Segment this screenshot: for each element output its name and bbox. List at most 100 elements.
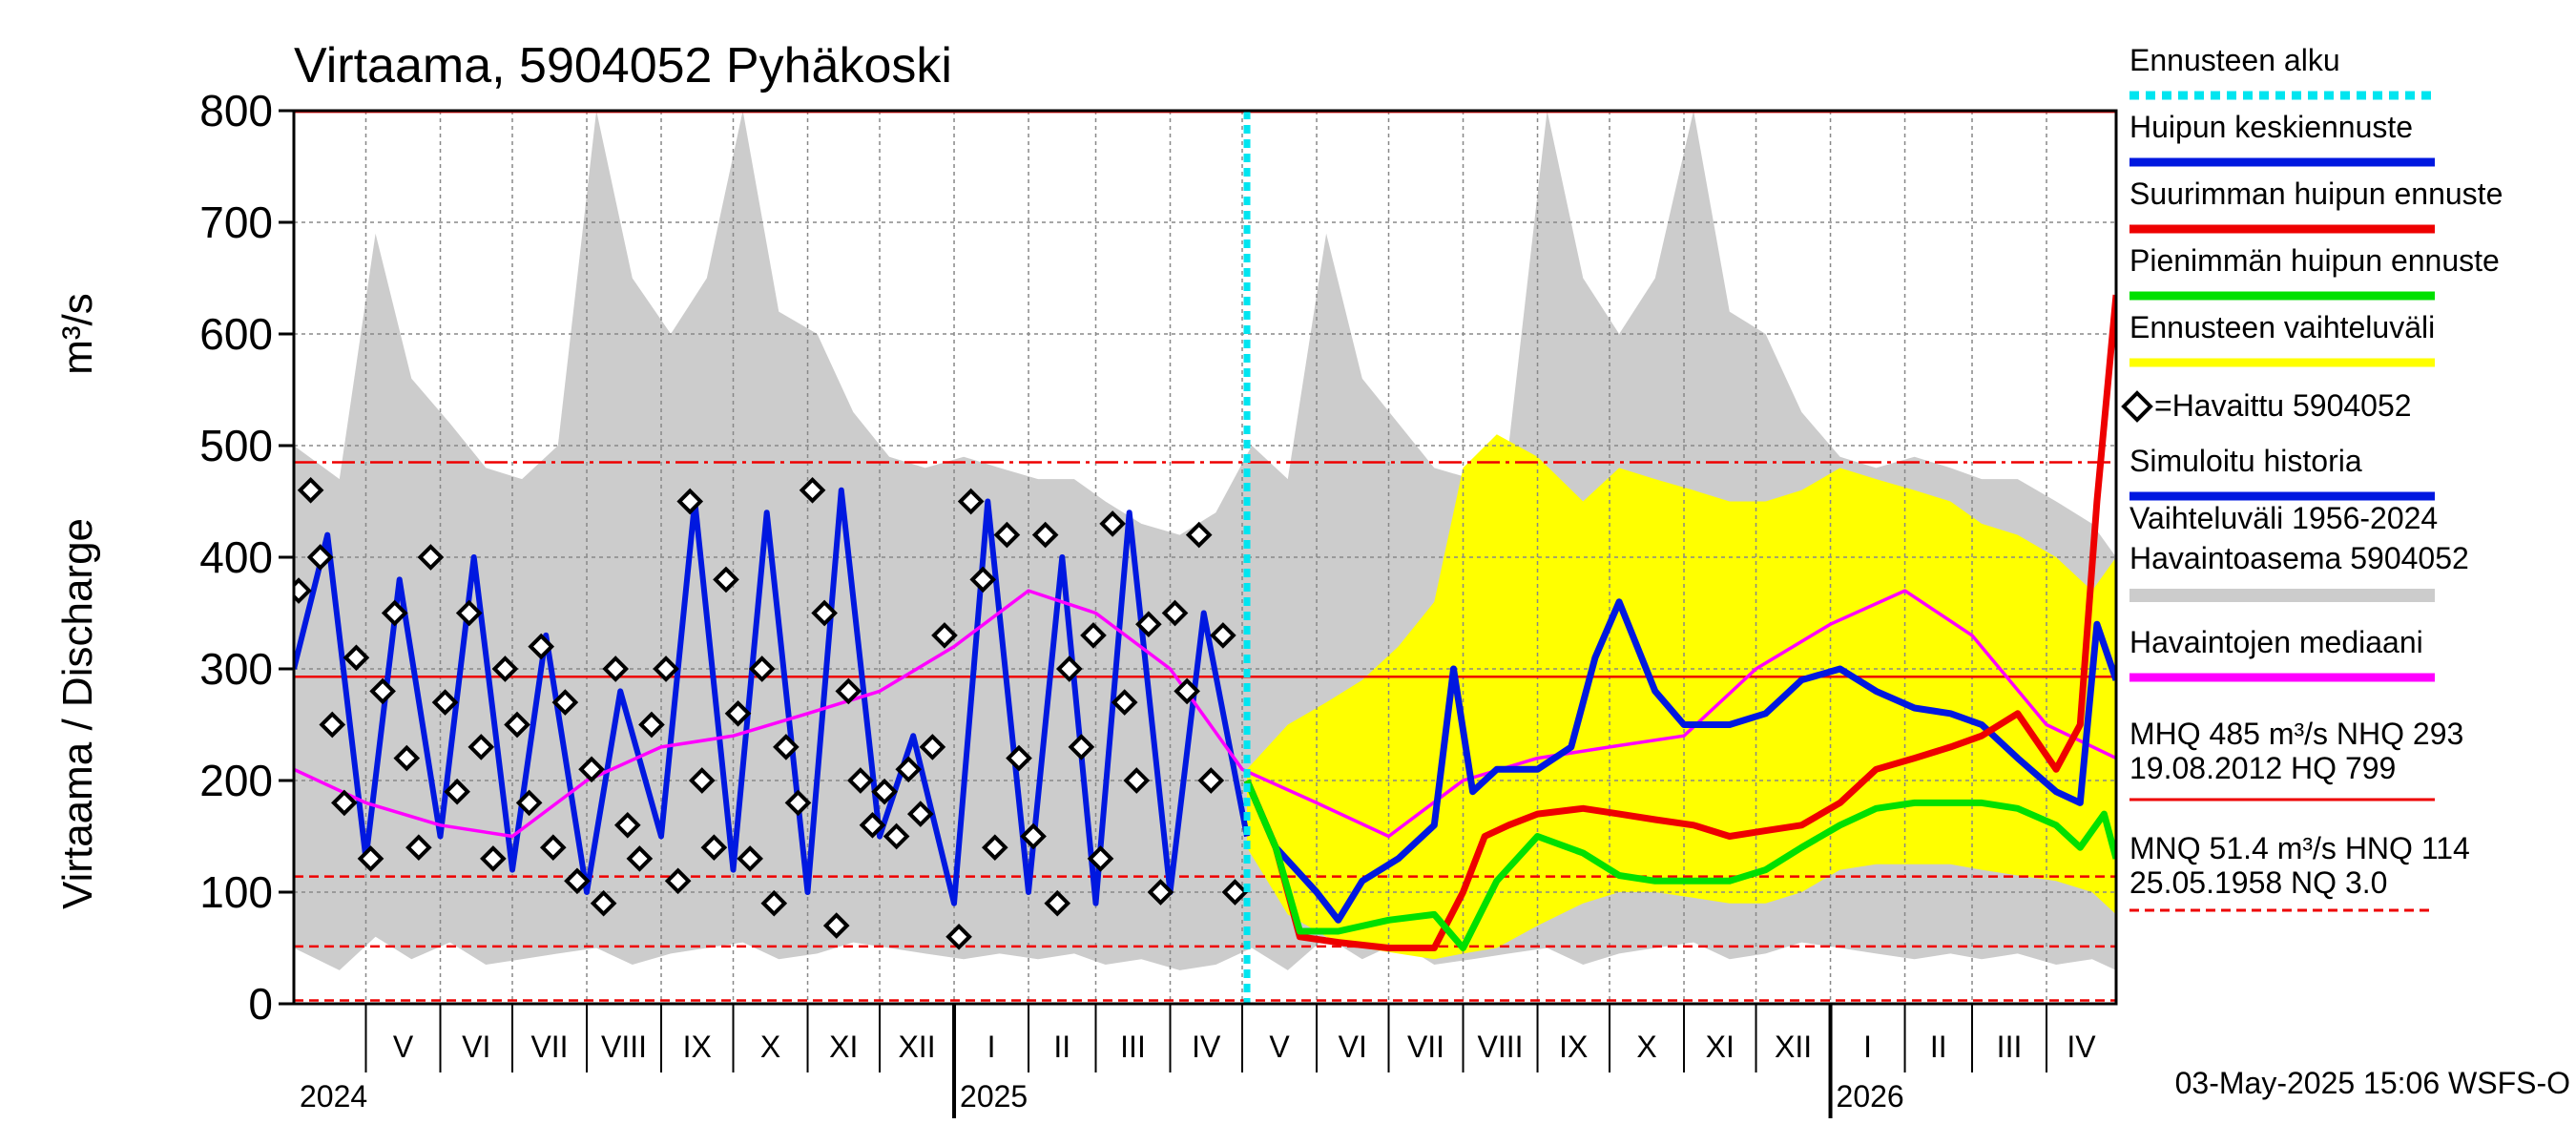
- month-label-3: VIII: [601, 1030, 647, 1064]
- y-axis-title: Virtaama / Discharge: [54, 518, 101, 909]
- observed-point-65: [1080, 622, 1107, 649]
- observed-point-71: [1147, 879, 1174, 906]
- observed-point-27: [613, 811, 641, 839]
- observed-point-73: [1174, 677, 1200, 705]
- legend-label-5: =Havaittu 5904052: [2154, 388, 2412, 423]
- observed-point-26: [602, 656, 630, 682]
- year-label-0: 2024: [300, 1079, 367, 1114]
- y-tick-label-7: 700: [199, 198, 273, 247]
- observed-point-25: [590, 889, 617, 917]
- month-label-5: X: [760, 1030, 780, 1064]
- observed-point-61: [1031, 521, 1059, 549]
- observed-point-43: [811, 599, 838, 627]
- series-line-2: [1243, 598, 2116, 924]
- month-label-2: VII: [530, 1030, 568, 1064]
- observed-point-21: [539, 834, 567, 862]
- month-label-17: X: [1636, 1030, 1656, 1064]
- observed-point-51: [906, 801, 934, 827]
- month-label-4: IX: [683, 1030, 712, 1064]
- observed-point-8: [381, 599, 408, 627]
- observed-point-37: [737, 845, 763, 872]
- stats-line-1-a: MNQ 51.4 m³/s HNQ 114: [2129, 831, 2470, 865]
- observed-point-34: [700, 834, 728, 862]
- y-axis-unit: m³/s: [54, 293, 101, 375]
- observed-point-11: [417, 544, 445, 571]
- observed-point-33: [688, 767, 716, 794]
- footer-timestamp: 03-May-2025 15:06 WSFS-O: [2175, 1066, 2570, 1100]
- observed-point-16: [480, 845, 507, 872]
- observed-point-47: [859, 811, 886, 839]
- legend-label-7: Vaihteluväli 1956-2024: [2129, 501, 2438, 535]
- y-tick-label-8: 800: [199, 86, 273, 135]
- observed-point-53: [931, 622, 958, 649]
- observed-point-2: [306, 544, 334, 571]
- legend: Ennusteen alku Huipun keskiennuste Suurimm…: [2121, 43, 2503, 682]
- observed-point-58: [993, 521, 1021, 549]
- observed-point-68: [1111, 689, 1138, 716]
- observed-markers: [294, 476, 1249, 950]
- observed-point-22: [551, 689, 579, 716]
- month-label-8: I: [987, 1030, 996, 1064]
- legend-label-2: Suurimman huipun ennuste: [2129, 177, 2503, 211]
- legend-label-3: Pienimmän huipun ennuste: [2129, 243, 2500, 278]
- observed-point-44: [822, 912, 850, 939]
- month-label-14: VII: [1407, 1030, 1444, 1064]
- observed-point-66: [1087, 845, 1114, 872]
- legend-marker-5: [2121, 390, 2153, 423]
- legend-label-4: Ennusteen vaihteluväli: [2129, 310, 2435, 344]
- observed-point-39: [760, 889, 788, 917]
- observed-point-63: [1055, 656, 1083, 682]
- observed-point-45: [835, 677, 862, 705]
- observed-point-12: [431, 689, 459, 716]
- observed-point-59: [1006, 744, 1032, 772]
- month-label-13: VI: [1339, 1030, 1367, 1064]
- observed-point-56: [969, 566, 997, 593]
- observed-point-57: [981, 834, 1008, 862]
- observed-point-1: [297, 476, 324, 504]
- observed-point-18: [504, 711, 530, 739]
- y-tick-label-5: 500: [199, 421, 273, 470]
- observed-point-36: [724, 699, 752, 727]
- observed-point-46: [847, 767, 874, 794]
- legend-label-8: Havaintojen mediaani: [2129, 625, 2423, 659]
- month-label-15: VIII: [1478, 1030, 1524, 1064]
- observed-point-19: [515, 789, 543, 817]
- observed-point-17: [491, 656, 519, 682]
- month-label-1: VI: [462, 1030, 490, 1064]
- chart-title: Virtaama, 5904052 Pyhäkoski: [294, 38, 952, 94]
- legend-label-7-line2: Havaintoasema 5904052: [2129, 541, 2469, 575]
- observed-point-76: [1210, 622, 1236, 649]
- stats-line-1-b: 25.05.1958 NQ 3.0: [2129, 865, 2387, 900]
- y-axis-label: Virtaama / Discharge m³/s: [54, 293, 101, 909]
- observed-point-75: [1197, 767, 1225, 794]
- series-line-3: [1243, 294, 2116, 951]
- observed-point-13: [444, 778, 470, 805]
- x-axis: V VI VII VIII IX X XI XII I II III IV V VI VII VIII IX X X…: [300, 1004, 2096, 1118]
- month-label-19: XII: [1775, 1030, 1812, 1064]
- observed-point-23: [564, 867, 591, 895]
- observed-point-31: [664, 867, 692, 895]
- observed-point-64: [1068, 734, 1095, 760]
- observed-point-48: [871, 778, 898, 805]
- stats-line-0-a: MHQ 485 m³/s NHQ 293: [2129, 717, 2463, 751]
- month-label-10: III: [1120, 1030, 1146, 1064]
- band-1: [1247, 434, 2116, 960]
- observed-point-62: [1044, 889, 1071, 917]
- month-label-7: XII: [898, 1030, 935, 1064]
- legend-label-1: Huipun keskiennuste: [2129, 110, 2413, 144]
- observed-point-40: [773, 734, 800, 760]
- plot-content: [294, 111, 2116, 1004]
- observed-point-20: [528, 633, 555, 660]
- observed-point-42: [799, 476, 826, 504]
- observed-point-72: [1161, 599, 1189, 627]
- month-label-12: V: [1269, 1030, 1290, 1064]
- observed-point-10: [405, 834, 432, 862]
- month-label-18: XI: [1706, 1030, 1735, 1064]
- observed-point-30: [653, 656, 679, 682]
- observed-point-15: [467, 734, 495, 760]
- observed-point-6: [357, 845, 384, 872]
- y-tick-label-6: 600: [199, 309, 273, 359]
- observed-point-67: [1099, 510, 1126, 537]
